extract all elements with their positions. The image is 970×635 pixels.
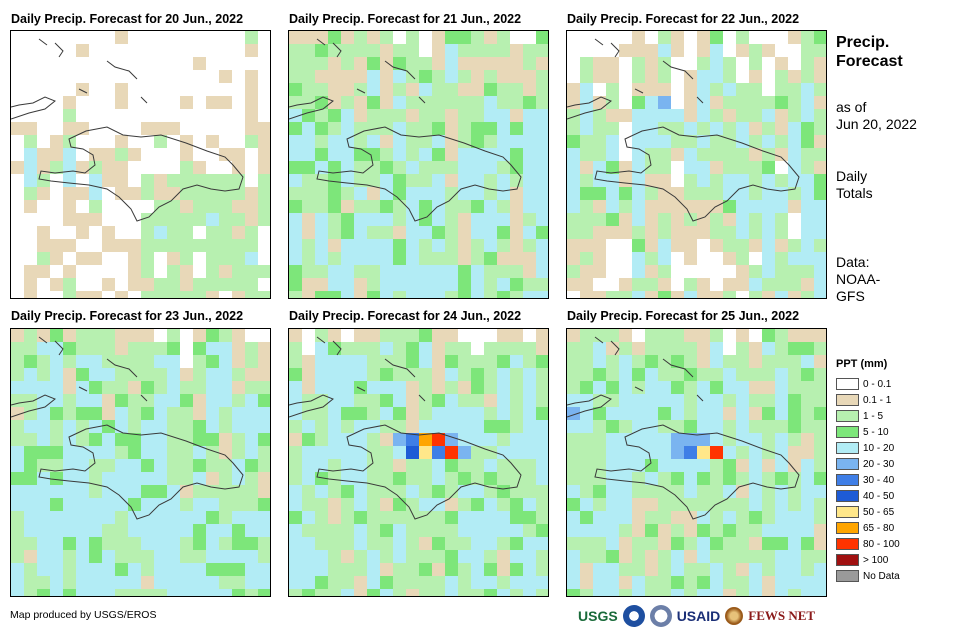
coastline-islets: [594, 336, 704, 402]
legend-label: 65 - 80: [863, 522, 895, 534]
legend-label: 40 - 50: [863, 490, 895, 502]
coastline-west: [567, 394, 612, 418]
legend-label: 5 - 10: [863, 426, 889, 438]
data-source: Data: NOAA- GFS: [836, 254, 880, 305]
legend-item: 1 - 5: [836, 409, 883, 423]
legend-label: > 100: [863, 554, 889, 566]
panel-title-4: Daily Precip. Forecast for 23 Jun., 2022: [11, 309, 244, 323]
legend-label: 10 - 20: [863, 442, 895, 454]
map-panel-1[interactable]: [10, 30, 271, 299]
daily-totals-line1: Daily: [836, 168, 868, 184]
precip-grid: [567, 329, 826, 596]
legend-swatch: [836, 442, 859, 454]
legend-item: 40 - 50: [836, 489, 894, 503]
island-outline: [38, 424, 244, 520]
coastline-islets: [594, 38, 704, 104]
map-panel-3[interactable]: [566, 30, 827, 299]
as-of-value: Jun 20, 2022: [836, 116, 917, 132]
map-panel-4[interactable]: [10, 328, 271, 597]
legend-swatch: [836, 458, 859, 470]
panel-title-2: Daily Precip. Forecast for 21 Jun., 2022: [289, 12, 522, 26]
legend-item: 20 - 30: [836, 457, 894, 471]
legend-item: 30 - 40: [836, 473, 894, 487]
legend-label: 30 - 40: [863, 474, 895, 486]
usgs-logo: USGS: [578, 608, 618, 624]
panel-title-5: Daily Precip. Forecast for 24 Jun., 2022: [289, 309, 522, 323]
legend-swatch: [836, 410, 859, 422]
coastline-islets: [38, 38, 148, 104]
legend-item: 10 - 20: [836, 441, 894, 455]
coastline-west: [289, 394, 334, 418]
coastline-islets: [38, 336, 148, 402]
map-panel-2[interactable]: [288, 30, 549, 299]
legend-swatch: [836, 538, 859, 550]
usaid-logo: USAID: [676, 608, 721, 624]
legend-label: No Data: [863, 570, 900, 582]
precip-grid: [11, 329, 270, 596]
legend-swatch: [836, 474, 859, 486]
island-outline: [316, 126, 522, 222]
legend-item: > 100: [836, 553, 888, 567]
coastline-islets: [316, 38, 426, 104]
map-panel-6[interactable]: [566, 328, 827, 597]
legend-item: 50 - 65: [836, 505, 894, 519]
legend-item: 65 - 80: [836, 521, 894, 535]
forecast-title: Precip. Forecast: [836, 33, 903, 71]
legend-swatch: [836, 394, 859, 406]
legend-swatch: [836, 570, 859, 582]
legend-swatch: [836, 506, 859, 518]
legend-item: No Data: [836, 569, 900, 583]
island-outline: [594, 424, 800, 520]
legend-label: 80 - 100: [863, 538, 900, 550]
island-outline: [316, 424, 522, 520]
legend-item: 5 - 10: [836, 425, 889, 439]
legend-label: 20 - 30: [863, 458, 895, 470]
forecast-title-line2: Forecast: [836, 53, 903, 70]
fewsnet-logo: FEWS NET: [748, 608, 816, 623]
coastline-west: [11, 394, 56, 418]
fewsnet-globe-icon: [725, 607, 744, 625]
legend-swatch: [836, 378, 859, 390]
island-outline: [38, 126, 244, 222]
legend-title: PPT (mm): [836, 358, 888, 370]
coastline-west: [289, 96, 334, 120]
as-of-date: as of Jun 20, 2022: [836, 99, 917, 133]
data-source-line3: GFS: [836, 288, 865, 304]
precip-grid: [567, 31, 826, 298]
legend-swatch: [836, 522, 859, 534]
precip-grid: [289, 329, 548, 596]
forecast-title-line1: Precip.: [836, 34, 890, 51]
legend-label: 0.1 - 1: [863, 394, 892, 406]
island-outline: [594, 126, 800, 222]
legend-item: 80 - 100: [836, 537, 900, 551]
panel-title-1: Daily Precip. Forecast for 20 Jun., 2022: [11, 12, 244, 26]
legend-item: 0.1 - 1: [836, 393, 891, 407]
panel-title-3: Daily Precip. Forecast for 22 Jun., 2022: [567, 12, 800, 26]
coastline-islets: [316, 336, 426, 402]
legend-label: 0 - 0.1: [863, 378, 892, 390]
precip-grid: [289, 31, 548, 298]
legend-swatch: [836, 554, 859, 566]
coastline-west: [11, 96, 56, 120]
legend-item: 0 - 0.1: [836, 377, 891, 391]
coastline-west: [567, 96, 612, 120]
data-source-line2: NOAA-: [836, 271, 881, 287]
daily-totals-line2: Totals: [836, 185, 873, 201]
panel-title-6: Daily Precip. Forecast for 25 Jun., 2022: [567, 309, 800, 323]
daily-totals-label: Daily Totals: [836, 168, 873, 202]
dhs-seal-icon: [649, 605, 672, 627]
map-panel-5[interactable]: [288, 328, 549, 597]
legend-label: 1 - 5: [863, 410, 884, 422]
credit-text: Map produced by USGS/EROS: [10, 609, 157, 621]
data-source-line1: Data:: [836, 254, 870, 270]
noaa-logo-icon: [622, 605, 645, 627]
precip-grid: [11, 31, 270, 298]
logos-bar: USGS USAID FEWS NET: [578, 603, 815, 629]
legend-label: 50 - 65: [863, 506, 895, 518]
legend-swatch: [836, 490, 859, 502]
as-of-label: as of: [836, 99, 867, 115]
legend-swatch: [836, 426, 859, 438]
